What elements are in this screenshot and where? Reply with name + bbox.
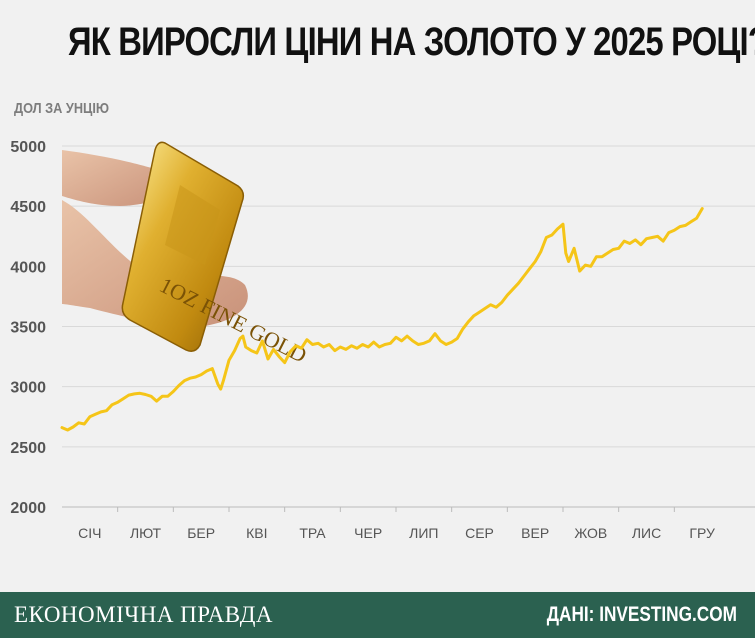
gold-bar-photo: 1OZ FINE GOLD [62,141,311,368]
gold-price-line-chart: 2000 2500 3000 3500 4000 4500 5000 СІЧ ЛЮТ БЕР КВ… [10,139,755,541]
x-tick-label: СІЧ [78,525,101,541]
gold-price-series-line [60,207,704,432]
y-tick-label: 2000 [10,500,46,517]
y-axis-label: ДОЛ ЗА УНЦІЮ [14,100,110,117]
footer: ЕКОНОМІЧНА ПРАВДА ДАНІ: INVESTING.COM [0,592,755,638]
x-tick-label: СЕР [465,525,494,541]
x-tick-label: ВЕР [521,525,549,541]
x-tick-label: ЖОВ [574,525,607,541]
chart-title: ЯК ВИРОСЛИ ЦІНИ НА ЗОЛОТО У 2025 РОЦІ? [67,20,755,64]
x-tick-label: БЕР [187,525,215,541]
brand-logo: ЕКОНОМІЧНА ПРАВДА [14,602,274,627]
data-source: ДАНІ: INVESTING.COM [546,603,737,626]
thumb [62,150,173,206]
x-tick-label: ЛЮТ [130,525,162,541]
x-tick-label: ЧЕР [354,525,382,541]
x-tick-labels: СІЧ ЛЮТ БЕР КВІ ТРА ЧЕР ЛИП СЕР ВЕР ЖОВ ЛИС ГРУ [78,507,715,541]
y-tick-label: 5000 [10,139,46,156]
x-tick-label: ТРА [299,525,326,541]
x-tick-label: ЛИП [409,525,438,541]
y-tick-label: 3000 [10,380,46,397]
y-tick-label: 2500 [10,440,46,457]
y-tick-labels: 2000 2500 3000 3500 4000 4500 5000 [10,139,46,517]
y-tick-label: 4000 [10,259,46,276]
y-tick-label: 3500 [10,320,46,337]
x-tick-label: ГРУ [689,525,715,541]
x-tick-label: ЛИС [632,525,661,541]
y-tick-label: 4500 [10,199,46,216]
x-tick-label: КВІ [246,525,267,541]
